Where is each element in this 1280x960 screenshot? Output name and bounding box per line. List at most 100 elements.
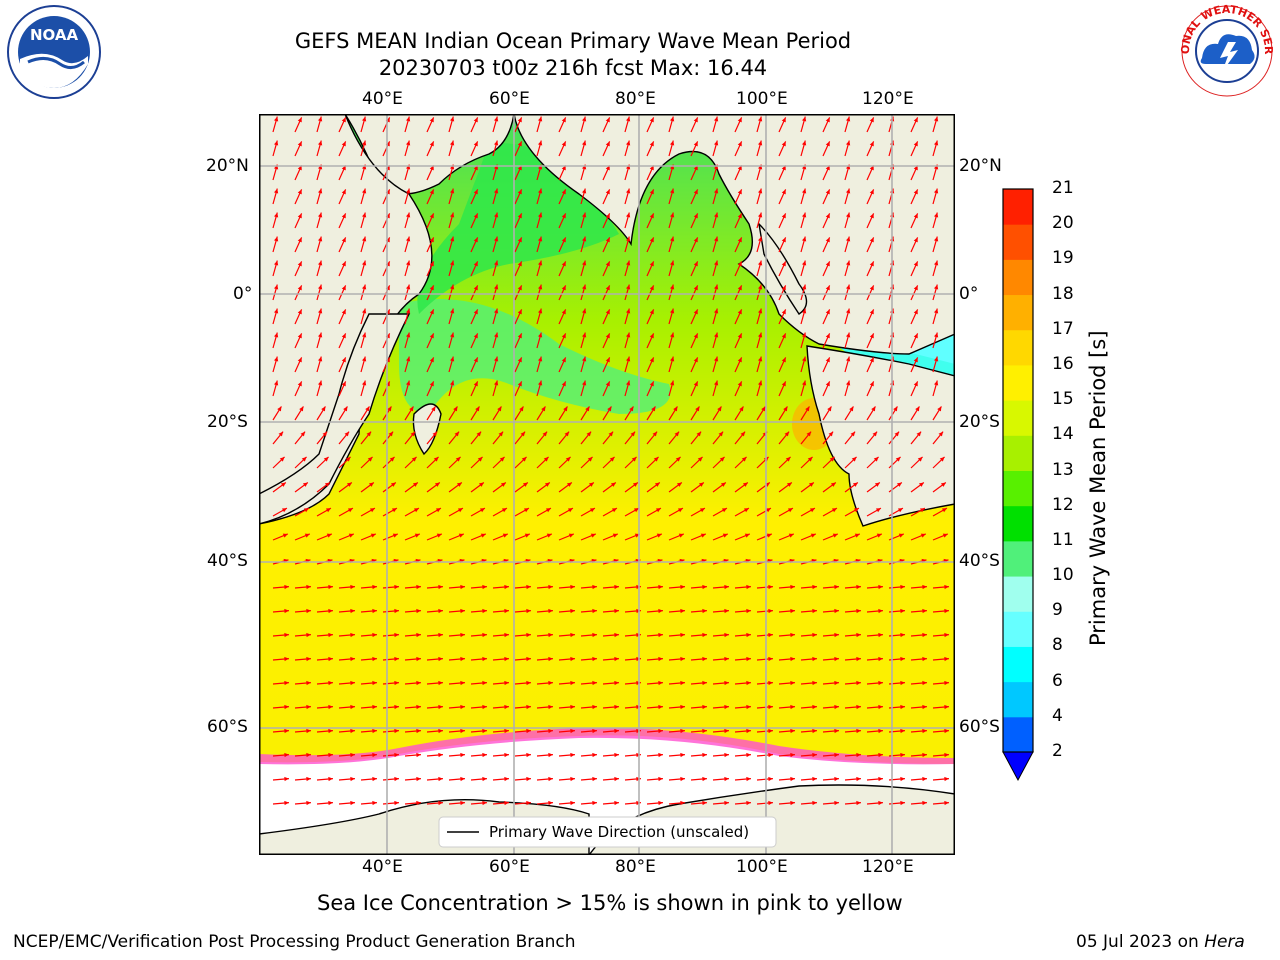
wave-arrow-head (713, 284, 719, 290)
wave-arrow-head (790, 704, 795, 710)
wave-arrow-head (849, 406, 854, 412)
wave-arrow-head (410, 431, 416, 437)
wave-arrow-head (592, 632, 597, 638)
wave-arrow-head (568, 533, 574, 538)
wave-arrow-head (713, 356, 719, 362)
wave-arrow-head (416, 800, 421, 806)
wave-arrow-head (317, 284, 323, 290)
wave-arrow-head (625, 116, 631, 122)
wave-arrow-head (702, 608, 707, 614)
wave-arrow-head (807, 456, 813, 462)
wave-arrow-head (607, 406, 612, 412)
wave-arrow-head (306, 680, 311, 686)
wave-arrow-head (504, 800, 509, 806)
wave-arrow-head (526, 656, 531, 662)
wave-arrow-head (328, 704, 333, 710)
wave-arrow-head (834, 584, 839, 590)
wave-arrow-head (739, 406, 744, 412)
wave-arrow-head (869, 261, 874, 267)
wave-arrow-head (500, 482, 506, 487)
green-zone (399, 299, 671, 414)
wave-arrow-head (790, 656, 795, 662)
wave-arrow-head (519, 406, 524, 412)
wave-arrow-head (520, 431, 526, 437)
wave-arrow-head (592, 656, 597, 662)
wave-arrow-head (713, 140, 719, 146)
wave-arrow-head (429, 189, 434, 195)
wave-arrow-head (781, 261, 786, 267)
wave-arrow-head (361, 116, 367, 122)
wave-arrow-head (768, 608, 773, 614)
wave-arrow-head (317, 332, 323, 338)
wave-arrow-head (493, 380, 499, 386)
wave-arrow-head (526, 608, 531, 614)
wave-arrow-head (894, 431, 900, 437)
wave-arrow-head (473, 117, 478, 123)
lon-tick-top: 40°E (362, 89, 403, 109)
wave-arrow-head (504, 608, 509, 614)
wave-arrow-head (284, 656, 289, 662)
wave-arrow-head (913, 117, 918, 123)
wave-arrow-head (900, 776, 905, 782)
wave-arrow-head (328, 584, 333, 590)
wave-arrow-head (438, 680, 443, 686)
wave-arrow-head (720, 482, 726, 487)
wave-arrow-head (297, 381, 302, 387)
wave-arrow-head (649, 237, 654, 243)
wave-arrow-head (394, 608, 399, 614)
wave-arrow-head (561, 237, 566, 243)
wave-arrow-head (456, 482, 462, 487)
wave-arrow-head (918, 482, 924, 487)
wave-arrow-head (449, 356, 455, 362)
wave-arrow-head (781, 357, 786, 363)
wave-arrow-head (413, 508, 419, 513)
wave-arrow-head (825, 237, 830, 243)
wave-arrow-head (548, 752, 553, 758)
wave-arrow-head (405, 308, 411, 314)
wave-arrow-head (526, 776, 531, 782)
wave-arrow-head (669, 236, 675, 242)
wave-arrow-head (297, 237, 302, 243)
wave-arrow-head (537, 308, 543, 314)
wave-arrow-head (790, 632, 795, 638)
wave-arrow-head (900, 800, 905, 806)
wave-arrow-head (493, 356, 499, 362)
wave-arrow-head (693, 285, 698, 291)
wave-arrow-head (372, 704, 377, 710)
colorbar-tick-label: 17 (1052, 318, 1074, 339)
wave-arrow-head (416, 752, 421, 758)
wave-arrow-head (372, 776, 377, 782)
wave-arrow-head (561, 213, 566, 219)
wave-arrow-head (324, 482, 330, 487)
wave-arrow-head (394, 704, 399, 710)
colorbar-tick-label: 15 (1052, 389, 1074, 410)
wave-arrow-head (526, 752, 531, 758)
wave-arrow-head (825, 141, 830, 147)
wave-arrow-head (273, 116, 279, 122)
wave-arrow-head (614, 800, 619, 806)
wave-arrow-head (757, 356, 763, 362)
wave-arrow-head (933, 332, 939, 338)
wave-arrow-head (482, 800, 487, 806)
wave-arrow-head (834, 608, 839, 614)
wave-arrow-head (504, 728, 509, 734)
wave-arrow-head (299, 406, 304, 412)
wave-arrow-head (365, 406, 370, 412)
colorbar-tick-labels: 2 4 6 8 9 10 11 12 13 14 15 16 17 18 19 20 21 (1046, 178, 1086, 786)
wave-arrow-head (460, 752, 465, 758)
wave-arrow-head (768, 704, 773, 710)
wave-arrow-head (405, 116, 411, 122)
wave-arrow-head (570, 704, 575, 710)
wave-arrow-head (438, 632, 443, 638)
wave-arrow-head (605, 357, 610, 363)
wave-arrow-head (873, 456, 879, 462)
wave-arrow-head (702, 752, 707, 758)
colorbar-segment (1003, 716, 1033, 753)
wave-arrow-head (834, 728, 839, 734)
wave-arrow-head (548, 776, 553, 782)
lat-tick-left: 20°S (207, 412, 248, 432)
wave-arrow-head (592, 608, 597, 614)
wave-arrow-head (856, 680, 861, 686)
noaa-logo: NOAA (7, 5, 101, 99)
wave-arrow-head (658, 704, 663, 710)
